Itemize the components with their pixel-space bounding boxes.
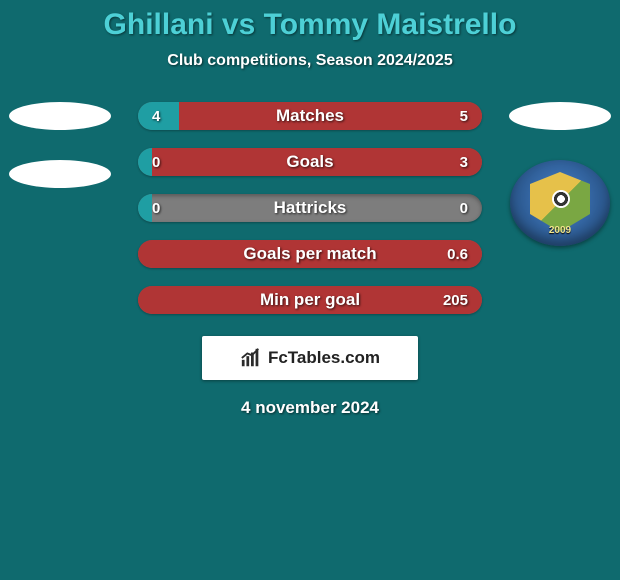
right-player-column: 2009 <box>508 102 612 246</box>
stat-row: 0.6Goals per match <box>138 240 482 268</box>
stat-label: Min per goal <box>138 286 482 314</box>
comparison-bars: 45Matches 03Goals 00Hattricks 0.6Goals per … <box>138 102 482 314</box>
left-player-column <box>8 102 112 188</box>
stat-row: 00Hattricks <box>138 194 482 222</box>
page-title: Ghillani vs Tommy Maistrello <box>0 0 620 42</box>
team-crest-left-placeholder <box>9 160 111 188</box>
content-area: 2009 45Matches 03Goals 00Hattricks 0.6Goals… <box>0 102 620 418</box>
player-avatar-left <box>9 102 111 130</box>
brand-text: FcTables.com <box>268 348 380 368</box>
stat-label: Matches <box>138 102 482 130</box>
date-text: 4 november 2024 <box>0 398 620 418</box>
stat-row: 45Matches <box>138 102 482 130</box>
stat-label: Goals <box>138 148 482 176</box>
infographic-root: Ghillani vs Tommy Maistrello Club compet… <box>0 0 620 580</box>
brand-box: FcTables.com <box>202 336 418 380</box>
player-avatar-right <box>509 102 611 130</box>
brand-chart-icon <box>240 347 262 369</box>
team-crest-right: 2009 <box>510 160 610 246</box>
crest-year: 2009 <box>510 225 610 236</box>
stat-row: 03Goals <box>138 148 482 176</box>
stat-row: 205Min per goal <box>138 286 482 314</box>
subtitle: Club competitions, Season 2024/2025 <box>0 52 620 70</box>
stat-label: Goals per match <box>138 240 482 268</box>
stat-label: Hattricks <box>138 194 482 222</box>
